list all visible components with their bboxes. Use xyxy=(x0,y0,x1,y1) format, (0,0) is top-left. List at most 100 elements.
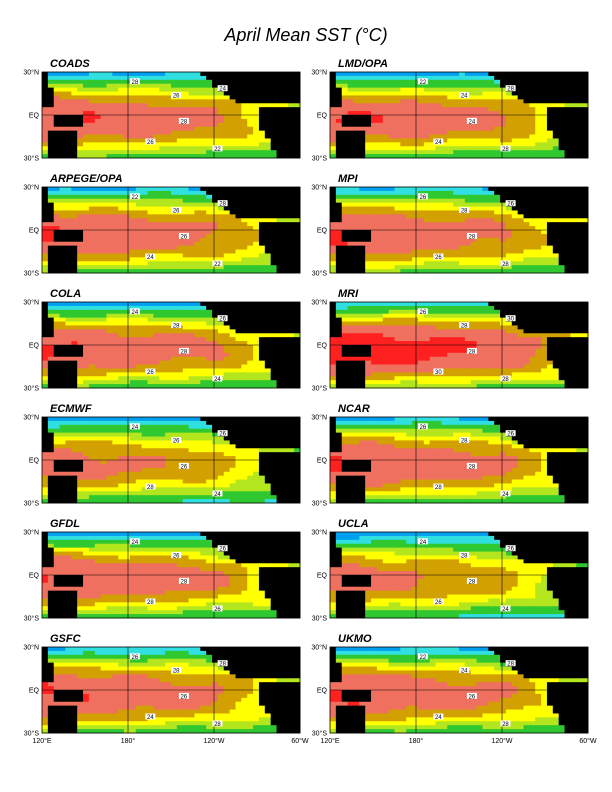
sst-cell xyxy=(541,83,548,89)
sst-cell xyxy=(500,198,507,204)
sst-cell xyxy=(118,364,125,369)
sst-cell xyxy=(124,118,131,124)
sst-cell xyxy=(494,198,501,204)
sst-cell xyxy=(505,226,513,231)
sst-cell xyxy=(264,79,272,85)
sst-cell xyxy=(235,337,242,342)
sst-cell xyxy=(188,194,195,200)
sst-cell xyxy=(417,150,425,155)
sst-cell xyxy=(206,372,213,377)
sst-cell xyxy=(441,107,448,112)
sst-cell xyxy=(388,206,395,211)
sst-cell xyxy=(77,345,84,350)
sst-cell xyxy=(294,134,301,139)
sst-cell xyxy=(505,257,513,262)
sst-cell xyxy=(429,126,436,132)
sst-cell xyxy=(441,118,448,124)
sst-cell xyxy=(83,154,90,159)
sst-cell xyxy=(59,103,66,108)
sst-cell xyxy=(382,226,390,231)
sst-cell xyxy=(135,337,143,342)
sst-cell xyxy=(112,118,119,124)
sst-cell xyxy=(217,134,225,139)
sst-cell xyxy=(42,356,49,362)
sst-cell xyxy=(129,130,137,135)
sst-cell xyxy=(429,99,436,104)
sst-cell xyxy=(264,364,272,369)
sst-cell xyxy=(94,241,102,247)
sst-cell xyxy=(71,107,78,112)
sst-cell xyxy=(330,265,337,270)
sst-cell xyxy=(83,317,90,322)
sst-cell xyxy=(53,325,60,330)
sst-cell xyxy=(417,87,425,92)
sst-cell xyxy=(482,245,489,250)
sst-cell xyxy=(282,321,289,326)
sst-cell xyxy=(270,95,277,100)
sst-cell xyxy=(400,115,407,120)
sst-cell xyxy=(270,107,277,112)
sst-cell xyxy=(482,269,489,274)
sst-cell xyxy=(459,122,466,128)
sst-cell xyxy=(441,134,448,139)
sst-cell xyxy=(388,265,395,270)
sst-cell xyxy=(118,257,125,262)
sst-cell xyxy=(353,118,360,124)
sst-cell xyxy=(258,75,266,81)
sst-cell xyxy=(194,75,201,81)
sst-cell xyxy=(165,360,172,365)
sst-cell xyxy=(476,146,483,151)
sst-cell xyxy=(564,72,571,77)
sst-cell xyxy=(88,230,96,235)
sst-cell xyxy=(276,210,283,215)
sst-cell xyxy=(112,122,119,128)
sst-cell xyxy=(276,348,283,354)
sst-cell xyxy=(94,118,102,124)
sst-cell xyxy=(505,99,513,104)
sst-cell xyxy=(83,368,90,373)
sst-cell xyxy=(194,72,201,77)
sst-cell xyxy=(124,226,131,231)
sst-cell xyxy=(482,198,489,204)
sst-cell xyxy=(453,206,460,211)
sst-cell xyxy=(488,91,495,96)
sst-cell xyxy=(552,210,560,215)
sst-cell xyxy=(353,261,360,266)
sst-cell xyxy=(77,337,84,342)
sst-cell xyxy=(176,364,184,369)
sst-cell xyxy=(488,210,495,215)
sst-cell xyxy=(135,222,143,227)
sst-cell xyxy=(118,333,125,338)
sst-cell xyxy=(223,364,231,369)
sst-cell xyxy=(505,122,513,128)
sst-cell xyxy=(176,309,184,315)
sst-cell xyxy=(59,134,66,139)
sst-cell xyxy=(100,222,107,227)
sst-cell xyxy=(376,245,384,250)
sst-cell xyxy=(394,79,401,85)
sst-cell xyxy=(582,130,589,135)
sst-cell xyxy=(159,380,166,385)
sst-cell xyxy=(112,72,119,77)
sst-cell xyxy=(112,142,119,147)
sst-cell xyxy=(552,146,560,151)
sst-cell xyxy=(206,364,213,369)
sst-cell xyxy=(124,341,131,346)
contour-label: 26 xyxy=(173,209,180,215)
sst-cell xyxy=(552,194,560,200)
sst-cell xyxy=(194,341,201,346)
sst-cell xyxy=(241,341,248,346)
sst-cell xyxy=(523,111,530,116)
sst-cell xyxy=(65,348,72,354)
sst-cell xyxy=(441,265,448,270)
sst-cell xyxy=(153,269,160,274)
contour-label-bg xyxy=(212,145,223,152)
sst-cell xyxy=(435,115,442,120)
sst-cell xyxy=(264,337,272,342)
sst-cell xyxy=(235,356,242,362)
sst-cell xyxy=(294,376,301,381)
sst-cell xyxy=(282,317,289,322)
sst-cell xyxy=(564,249,571,254)
sst-cell xyxy=(335,130,343,135)
sst-cell xyxy=(71,348,78,354)
